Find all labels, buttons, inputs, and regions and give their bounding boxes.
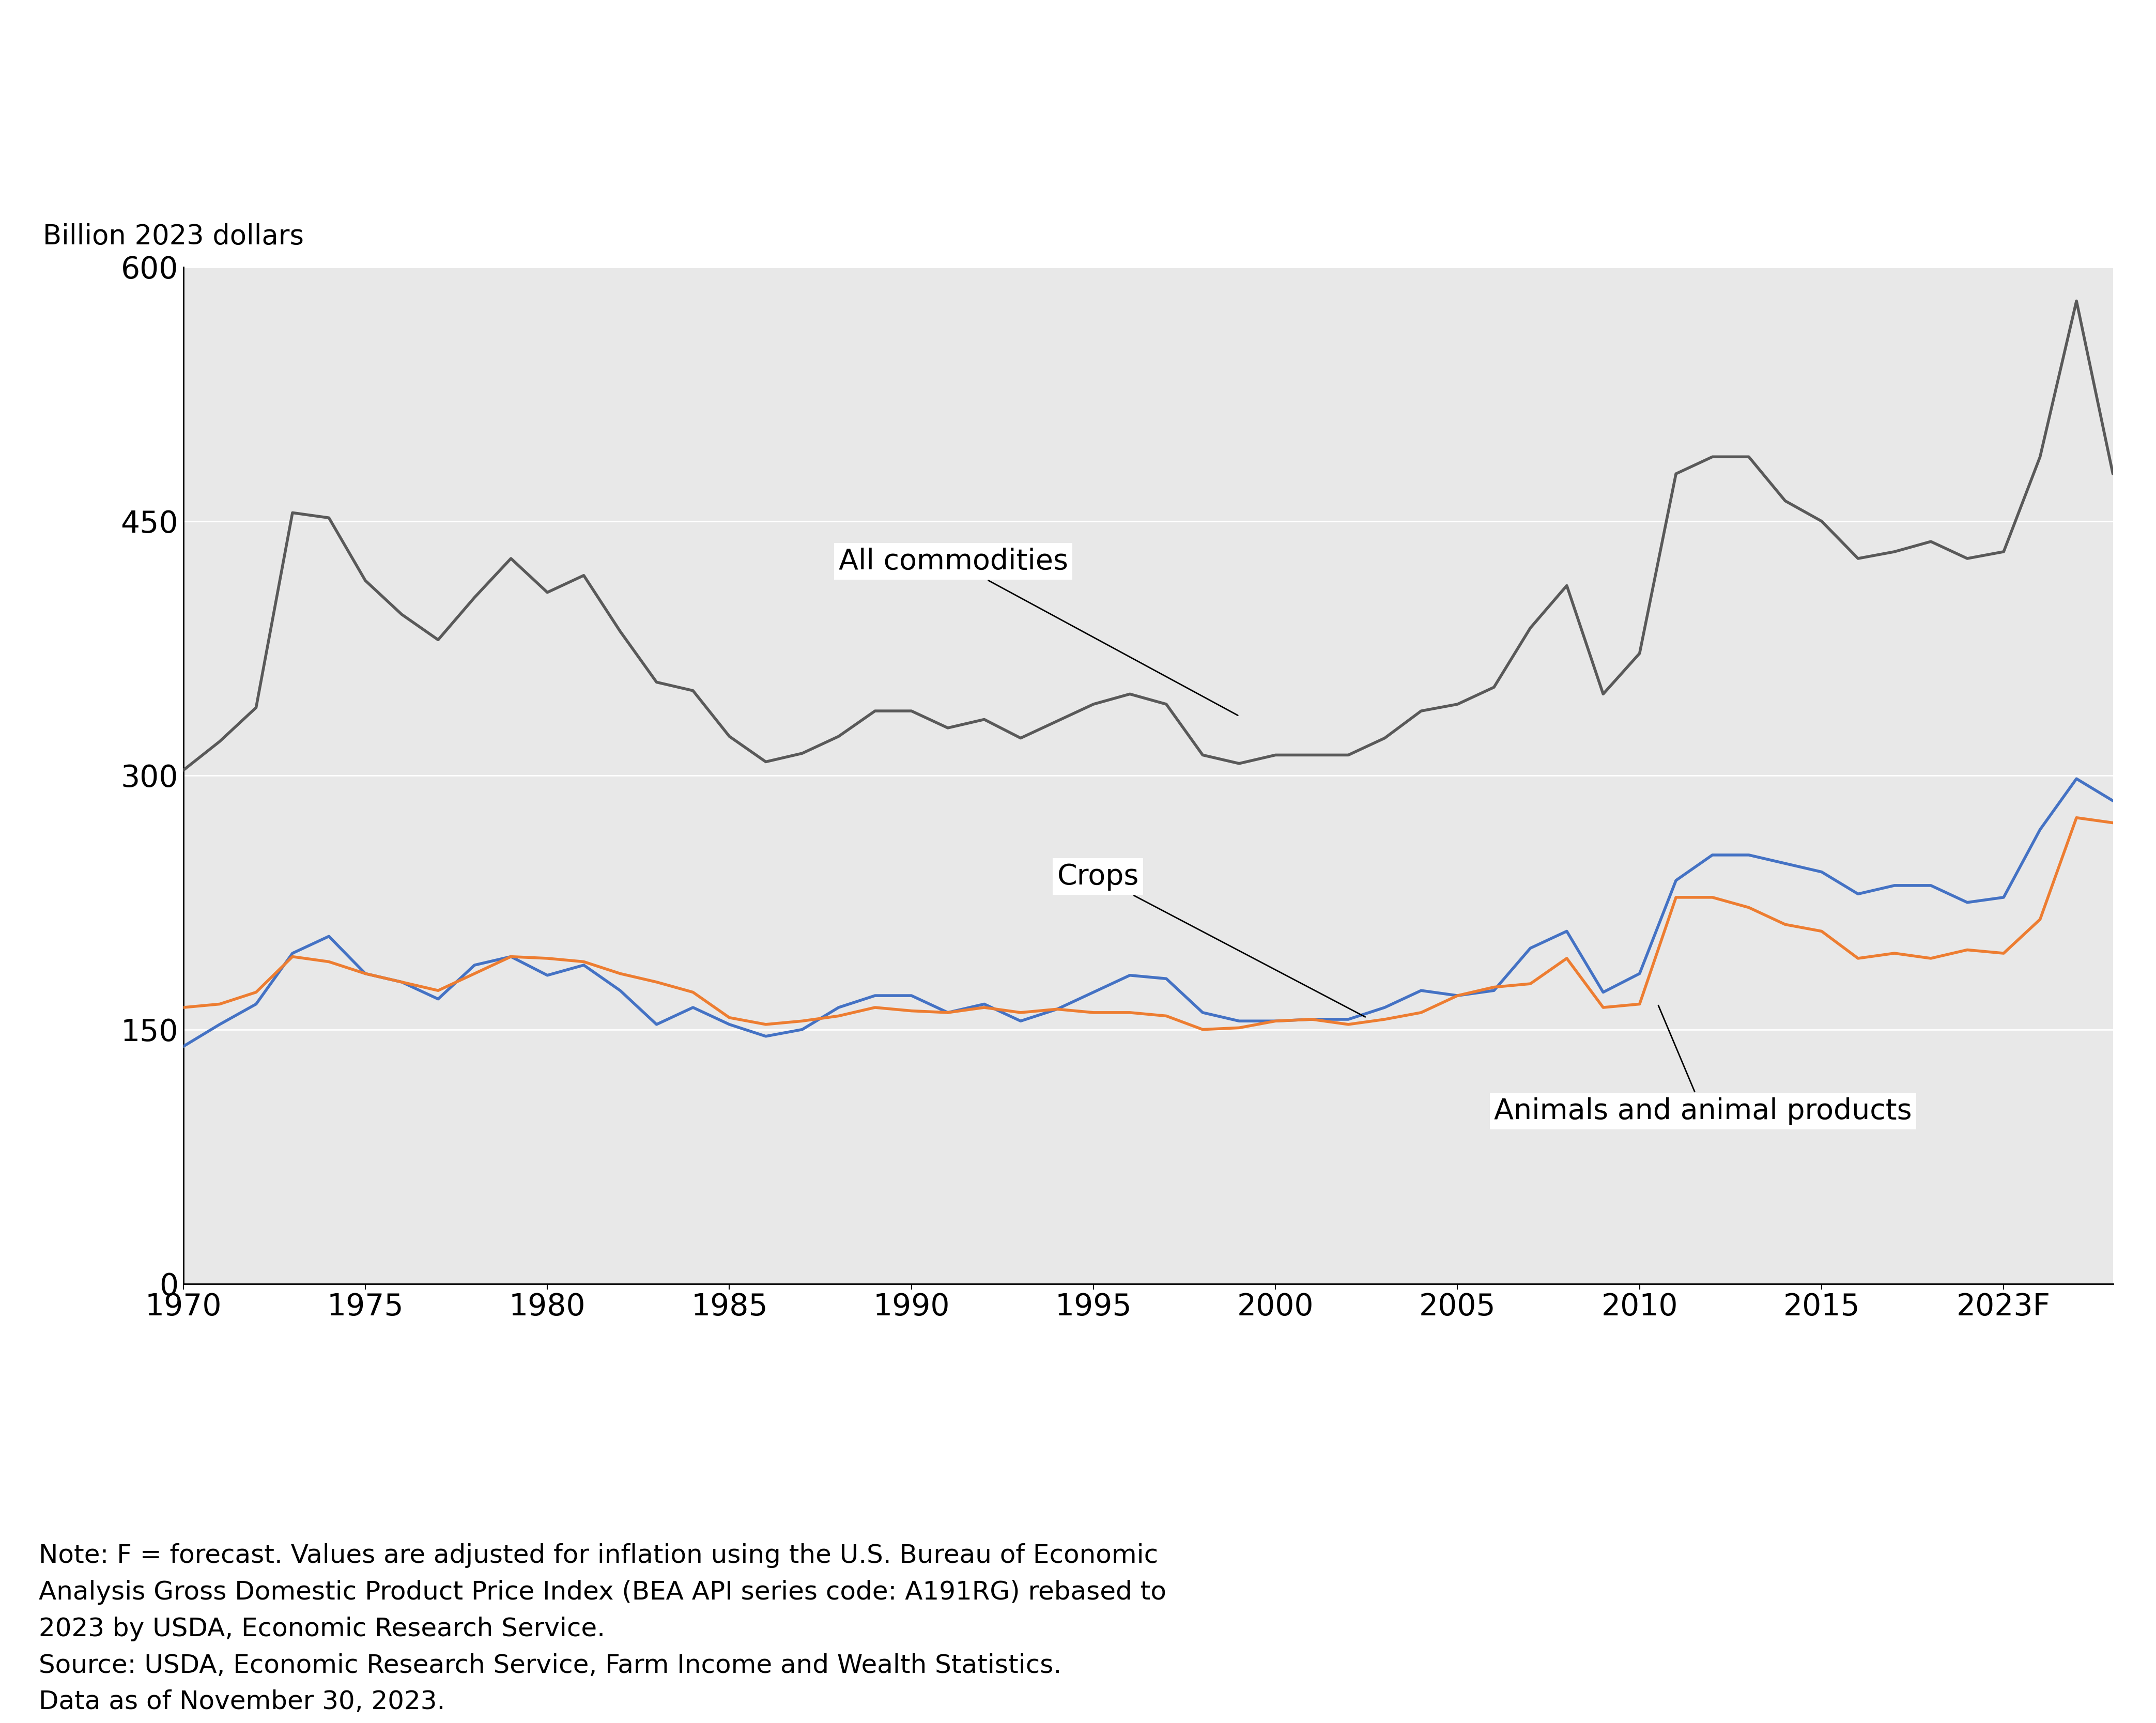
Text: Crops: Crops	[1056, 863, 1365, 1017]
Text: All commodities: All commodities	[839, 548, 1238, 715]
Text: Billion 2023 dollars: Billion 2023 dollars	[43, 222, 304, 250]
Text: Note: F = forecast. Values are adjusted for inflation using the U.S. Bureau of E: Note: F = forecast. Values are adjusted …	[39, 1544, 1166, 1714]
Text: U.S. farm sector cash receipts, inflation adjusted, 1970–2023F: U.S. farm sector cash receipts, inflatio…	[39, 79, 1453, 119]
Text: Animals and animal products: Animals and animal products	[1494, 1006, 1912, 1125]
